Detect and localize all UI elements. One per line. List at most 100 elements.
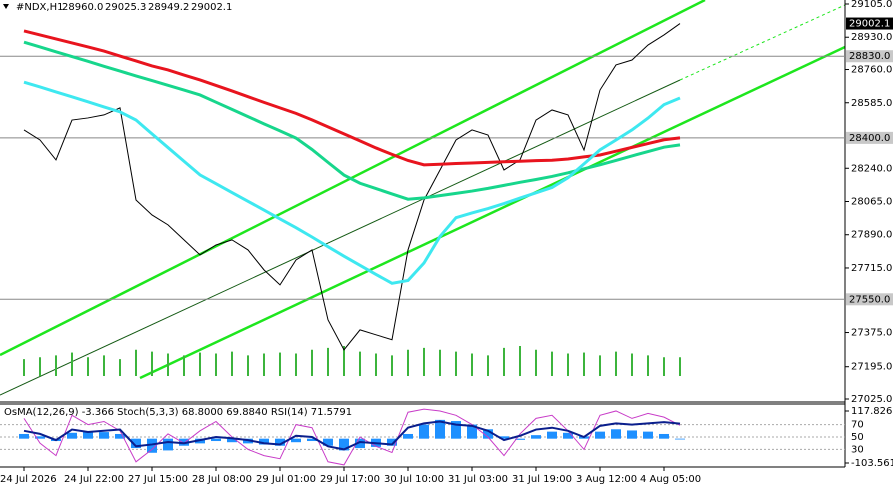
header-value: 28949.2 [148,2,189,13]
histogram-bar [163,438,173,451]
y-tick-label: 29105.0 [851,0,892,10]
oscillator-line [23,408,681,466]
histogram-bar [451,421,461,439]
y-tick-label: 28065.0 [851,197,892,208]
y2-tick-label: 117.826 [851,406,892,417]
header-value: 29025.3 [105,2,146,13]
volume-bar [423,347,425,376]
volume-bar [151,351,153,376]
y-tick-label: 27375.0 [851,328,892,339]
x-tick-label: 29 Jul 01:00 [256,474,316,485]
histogram-bar [659,433,669,439]
level-label: 28830.0 [849,51,890,62]
x-tick-label: 29 Jul 17:00 [320,474,380,485]
volume-bar [471,353,473,376]
histogram-bar [563,432,573,439]
y2-tick-label: -103.561 [851,458,893,469]
histogram-bar [419,424,429,439]
level-label-box [846,50,893,63]
volume-bar [119,359,121,376]
x-tick-label: 24 Jul 2026 [0,474,57,485]
histogram-bar [227,438,237,443]
y-tick-label: 50 [851,432,864,443]
histogram-bar [627,430,637,439]
channel-mid [0,79,681,396]
histogram-bar [131,438,141,449]
histogram-bar [483,429,493,439]
histogram-bar [595,431,605,439]
volume-bar [519,346,521,376]
volume-bar [71,352,73,376]
channel-lower [139,45,846,380]
volume-bar [391,355,393,376]
volume-bar [679,357,681,376]
volume-bar [599,355,601,376]
volume-bar [583,352,585,376]
volume-bar [311,349,313,376]
y-tick-label: 28585.0 [851,98,892,109]
price-line [23,23,681,351]
volume-bar [39,357,41,376]
histogram-bar [355,438,365,449]
histogram-bar [675,438,685,440]
y-tick-label: 27715.0 [851,263,892,274]
y-tick-label: 30 [851,444,864,455]
histogram-bar [403,433,413,439]
y-tick-label: 27195.0 [851,362,892,373]
volume-bar [327,347,329,376]
histogram-bar [531,435,541,439]
histogram-bar [99,432,109,439]
volume-bar [247,355,249,376]
histogram-bar [323,438,333,446]
x-tick-label: 31 Jul 19:00 [512,474,572,485]
histogram-bar [611,429,621,439]
moving-average [23,29,681,167]
volume-bar [103,355,105,376]
symbol-icon [3,4,9,9]
y-tick-label: 70 [851,420,864,431]
histogram-bar [339,438,349,451]
x-tick-label: 30 Jul 10:00 [384,474,444,485]
volume-bar [567,353,569,376]
volume-bar [199,352,201,376]
volume-bar [455,351,457,376]
histogram-bar [307,438,317,442]
volume-bar [487,355,489,376]
histogram-bar [211,438,221,442]
histogram-bar [115,433,125,439]
volume-bar [551,351,553,376]
volume-bar [503,347,505,376]
histogram-bar [147,438,157,453]
channel-lines [0,0,846,396]
x-tick-label: 4 Aug 05:00 [640,474,701,485]
histogram-bar [515,438,525,440]
header-value: 28960.0 [62,2,103,13]
volume-bar [23,359,25,376]
level-label: 28400.0 [849,133,890,144]
volume-bar [87,357,89,376]
volume-bar [263,353,265,376]
volume-bar [55,355,57,376]
y-tick-label: 28930.0 [851,32,892,43]
histogram-bar [499,436,509,439]
histogram-bar [547,431,557,439]
chart-title: #NDX,H1 [16,2,63,13]
histogram-bar [643,431,653,439]
histogram-bar [275,438,285,446]
volume-bar [343,346,345,376]
level-label: 27550.0 [849,294,890,305]
volume-bar [183,355,185,376]
histogram-bar [35,436,45,439]
level-label-box [846,131,893,144]
oscillator-line [23,420,681,451]
volume-bar [135,349,137,376]
y-tick-label: 27025.0 [851,394,892,405]
volume-bar [407,349,409,376]
volume-bar [295,353,297,376]
histogram-bar [83,431,93,439]
x-tick-label: 24 Jul 22:00 [64,474,124,485]
histogram-bar [19,433,29,439]
last-price-box [846,17,893,30]
level-label-box [846,293,893,306]
